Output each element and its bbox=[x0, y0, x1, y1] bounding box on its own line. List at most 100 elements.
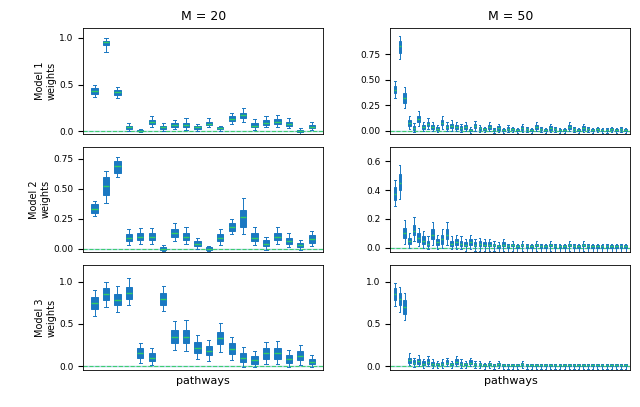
PathPatch shape bbox=[554, 245, 556, 248]
PathPatch shape bbox=[474, 124, 476, 128]
PathPatch shape bbox=[483, 242, 486, 246]
PathPatch shape bbox=[206, 346, 212, 355]
PathPatch shape bbox=[431, 229, 434, 239]
PathPatch shape bbox=[92, 297, 98, 309]
PathPatch shape bbox=[427, 359, 429, 364]
PathPatch shape bbox=[217, 332, 223, 344]
PathPatch shape bbox=[545, 364, 547, 366]
PathPatch shape bbox=[465, 363, 467, 365]
PathPatch shape bbox=[525, 128, 528, 130]
PathPatch shape bbox=[535, 243, 538, 246]
PathPatch shape bbox=[488, 363, 490, 365]
PathPatch shape bbox=[554, 364, 556, 366]
PathPatch shape bbox=[511, 364, 514, 366]
PathPatch shape bbox=[417, 233, 420, 242]
PathPatch shape bbox=[497, 126, 500, 130]
PathPatch shape bbox=[403, 93, 406, 103]
PathPatch shape bbox=[217, 127, 223, 129]
PathPatch shape bbox=[455, 239, 458, 245]
PathPatch shape bbox=[582, 243, 584, 246]
PathPatch shape bbox=[431, 362, 434, 365]
PathPatch shape bbox=[455, 125, 458, 129]
PathPatch shape bbox=[507, 245, 509, 248]
PathPatch shape bbox=[115, 90, 120, 95]
PathPatch shape bbox=[451, 124, 453, 128]
PathPatch shape bbox=[103, 41, 109, 45]
PathPatch shape bbox=[394, 86, 396, 93]
PathPatch shape bbox=[559, 364, 561, 366]
PathPatch shape bbox=[408, 120, 410, 126]
PathPatch shape bbox=[263, 240, 269, 246]
PathPatch shape bbox=[160, 126, 166, 129]
PathPatch shape bbox=[308, 125, 315, 128]
PathPatch shape bbox=[596, 128, 599, 130]
PathPatch shape bbox=[545, 245, 547, 248]
PathPatch shape bbox=[615, 245, 618, 248]
PathPatch shape bbox=[587, 364, 589, 366]
PathPatch shape bbox=[540, 128, 542, 130]
PathPatch shape bbox=[286, 355, 292, 363]
PathPatch shape bbox=[436, 127, 439, 130]
PathPatch shape bbox=[275, 233, 280, 240]
PathPatch shape bbox=[308, 359, 315, 364]
PathPatch shape bbox=[525, 364, 528, 366]
PathPatch shape bbox=[206, 247, 212, 250]
PathPatch shape bbox=[479, 241, 481, 246]
PathPatch shape bbox=[605, 364, 608, 366]
PathPatch shape bbox=[137, 130, 143, 131]
PathPatch shape bbox=[195, 126, 200, 129]
PathPatch shape bbox=[228, 116, 235, 121]
PathPatch shape bbox=[549, 243, 552, 246]
PathPatch shape bbox=[577, 364, 580, 366]
PathPatch shape bbox=[92, 204, 98, 212]
PathPatch shape bbox=[611, 245, 613, 248]
PathPatch shape bbox=[469, 129, 472, 131]
PathPatch shape bbox=[286, 122, 292, 126]
PathPatch shape bbox=[507, 127, 509, 130]
PathPatch shape bbox=[460, 126, 462, 130]
PathPatch shape bbox=[436, 363, 439, 365]
PathPatch shape bbox=[625, 129, 627, 131]
PathPatch shape bbox=[531, 129, 533, 131]
PathPatch shape bbox=[160, 293, 166, 304]
PathPatch shape bbox=[431, 125, 434, 129]
PathPatch shape bbox=[417, 359, 420, 363]
PathPatch shape bbox=[240, 210, 246, 227]
PathPatch shape bbox=[516, 364, 519, 366]
PathPatch shape bbox=[540, 245, 542, 248]
PathPatch shape bbox=[195, 341, 200, 352]
PathPatch shape bbox=[582, 126, 584, 130]
PathPatch shape bbox=[399, 174, 401, 190]
PathPatch shape bbox=[451, 363, 453, 365]
PathPatch shape bbox=[413, 225, 415, 235]
PathPatch shape bbox=[615, 364, 618, 366]
PathPatch shape bbox=[228, 344, 235, 354]
PathPatch shape bbox=[573, 364, 575, 366]
PathPatch shape bbox=[521, 243, 524, 246]
PathPatch shape bbox=[137, 348, 143, 358]
PathPatch shape bbox=[568, 125, 570, 129]
PathPatch shape bbox=[441, 235, 444, 243]
PathPatch shape bbox=[502, 129, 504, 131]
PathPatch shape bbox=[611, 364, 613, 366]
PathPatch shape bbox=[587, 128, 589, 130]
PathPatch shape bbox=[620, 364, 622, 366]
PathPatch shape bbox=[148, 233, 155, 240]
PathPatch shape bbox=[422, 361, 424, 365]
PathPatch shape bbox=[479, 127, 481, 130]
PathPatch shape bbox=[531, 364, 533, 366]
PathPatch shape bbox=[587, 245, 589, 248]
PathPatch shape bbox=[568, 243, 570, 246]
PathPatch shape bbox=[577, 245, 580, 248]
PathPatch shape bbox=[399, 41, 401, 53]
PathPatch shape bbox=[549, 126, 552, 130]
Y-axis label: Model 3
weights: Model 3 weights bbox=[35, 298, 56, 337]
PathPatch shape bbox=[217, 234, 223, 241]
PathPatch shape bbox=[297, 351, 303, 360]
PathPatch shape bbox=[297, 243, 303, 247]
PathPatch shape bbox=[601, 129, 604, 131]
PathPatch shape bbox=[451, 241, 453, 246]
PathPatch shape bbox=[183, 330, 189, 343]
PathPatch shape bbox=[115, 161, 120, 173]
PathPatch shape bbox=[497, 363, 500, 365]
